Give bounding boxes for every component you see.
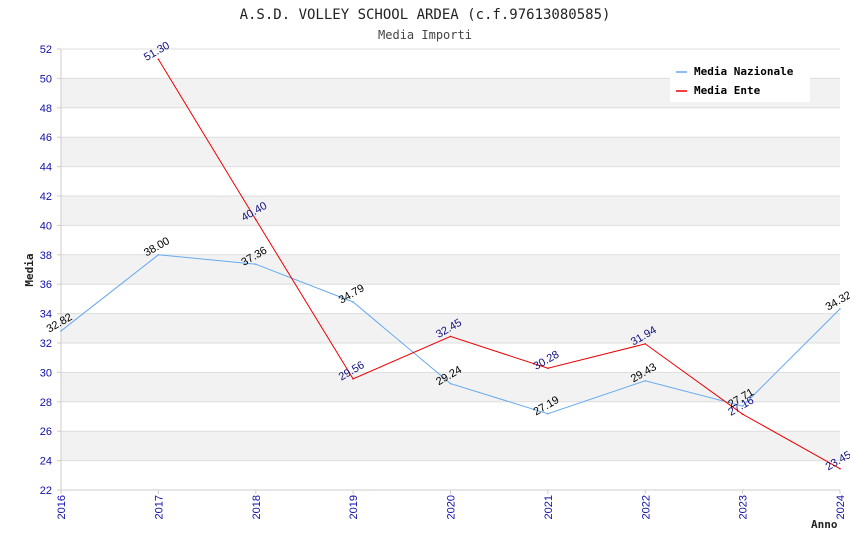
y-tick-label: 22 bbox=[40, 485, 52, 497]
y-axis-ticks: 22 24 26 28 30 32 34 36 38 40 42 44 46 48 50 52 bbox=[40, 44, 61, 497]
x-tick-label: 2021 bbox=[543, 495, 555, 519]
y-tick-label: 36 bbox=[40, 279, 52, 291]
chart-subtitle: Media Importi bbox=[378, 28, 472, 42]
data-point bbox=[449, 382, 452, 385]
data-label: 34.32 bbox=[824, 289, 850, 313]
series-line-media-ente bbox=[157, 59, 841, 470]
grid-band bbox=[61, 196, 840, 226]
data-point bbox=[839, 308, 841, 310]
grid-band bbox=[61, 431, 840, 461]
data-point bbox=[741, 405, 744, 407]
y-tick-label: 38 bbox=[40, 250, 52, 262]
y-tick-label: 48 bbox=[40, 103, 52, 115]
y-tick-label: 24 bbox=[40, 456, 52, 468]
legend-box bbox=[670, 62, 810, 102]
y-tick-label: 30 bbox=[40, 367, 52, 379]
data-point bbox=[449, 335, 452, 338]
legend-label: Media Ente bbox=[694, 84, 761, 97]
data-label: 30.28 bbox=[531, 349, 561, 373]
y-tick-label: 44 bbox=[40, 162, 52, 174]
y-tick-label: 42 bbox=[40, 191, 52, 203]
x-axis-ticks: 2016 2017 2018 2019 2020 2021 2022 2023 2024 bbox=[56, 490, 847, 519]
chart-title: A.S.D. VOLLEY SCHOOL ARDEA (c.f.97613080… bbox=[240, 7, 611, 23]
grid-bands bbox=[61, 48, 840, 491]
data-point bbox=[157, 58, 160, 61]
y-tick-label: 28 bbox=[40, 397, 52, 409]
grid-band bbox=[61, 254, 840, 285]
series-layer bbox=[60, 58, 841, 470]
data-label: 34.79 bbox=[337, 282, 367, 306]
data-point bbox=[60, 330, 62, 332]
y-tick-label: 26 bbox=[40, 426, 52, 438]
grid-band bbox=[61, 313, 840, 343]
x-tick-label: 2017 bbox=[153, 495, 165, 519]
legend-label: Media Nazionale bbox=[694, 65, 794, 78]
data-point bbox=[644, 343, 647, 345]
x-tick-label: 2024 bbox=[835, 495, 847, 519]
data-point bbox=[157, 254, 160, 256]
y-tick-label: 46 bbox=[40, 132, 52, 144]
x-axis-title: Anno bbox=[811, 518, 838, 531]
y-tick-label: 40 bbox=[40, 220, 52, 232]
data-point bbox=[741, 413, 744, 415]
x-tick-label: 2018 bbox=[251, 495, 263, 519]
y-tick-label: 32 bbox=[40, 338, 52, 350]
data-point bbox=[547, 412, 549, 415]
data-point bbox=[547, 367, 549, 370]
y-tick-label: 52 bbox=[40, 44, 52, 56]
legend: Media Nazionale Media Ente bbox=[670, 62, 810, 102]
y-tick-label: 34 bbox=[40, 309, 52, 321]
x-tick-label: 2016 bbox=[56, 495, 68, 519]
data-point bbox=[352, 378, 354, 380]
grid-band bbox=[61, 137, 840, 167]
data-point bbox=[254, 263, 257, 266]
x-tick-label: 2020 bbox=[446, 495, 458, 519]
grid-band bbox=[61, 372, 840, 402]
data-point bbox=[352, 301, 354, 303]
x-tick-label: 2023 bbox=[738, 495, 750, 519]
y-tick-label: 50 bbox=[40, 73, 52, 85]
x-tick-label: 2019 bbox=[348, 495, 360, 519]
data-point bbox=[644, 379, 647, 382]
data-label: 51.30 bbox=[142, 40, 172, 64]
x-tick-label: 2022 bbox=[640, 495, 652, 519]
y-axis-title: Media bbox=[23, 253, 36, 286]
data-point bbox=[839, 467, 841, 470]
data-point bbox=[254, 218, 257, 221]
